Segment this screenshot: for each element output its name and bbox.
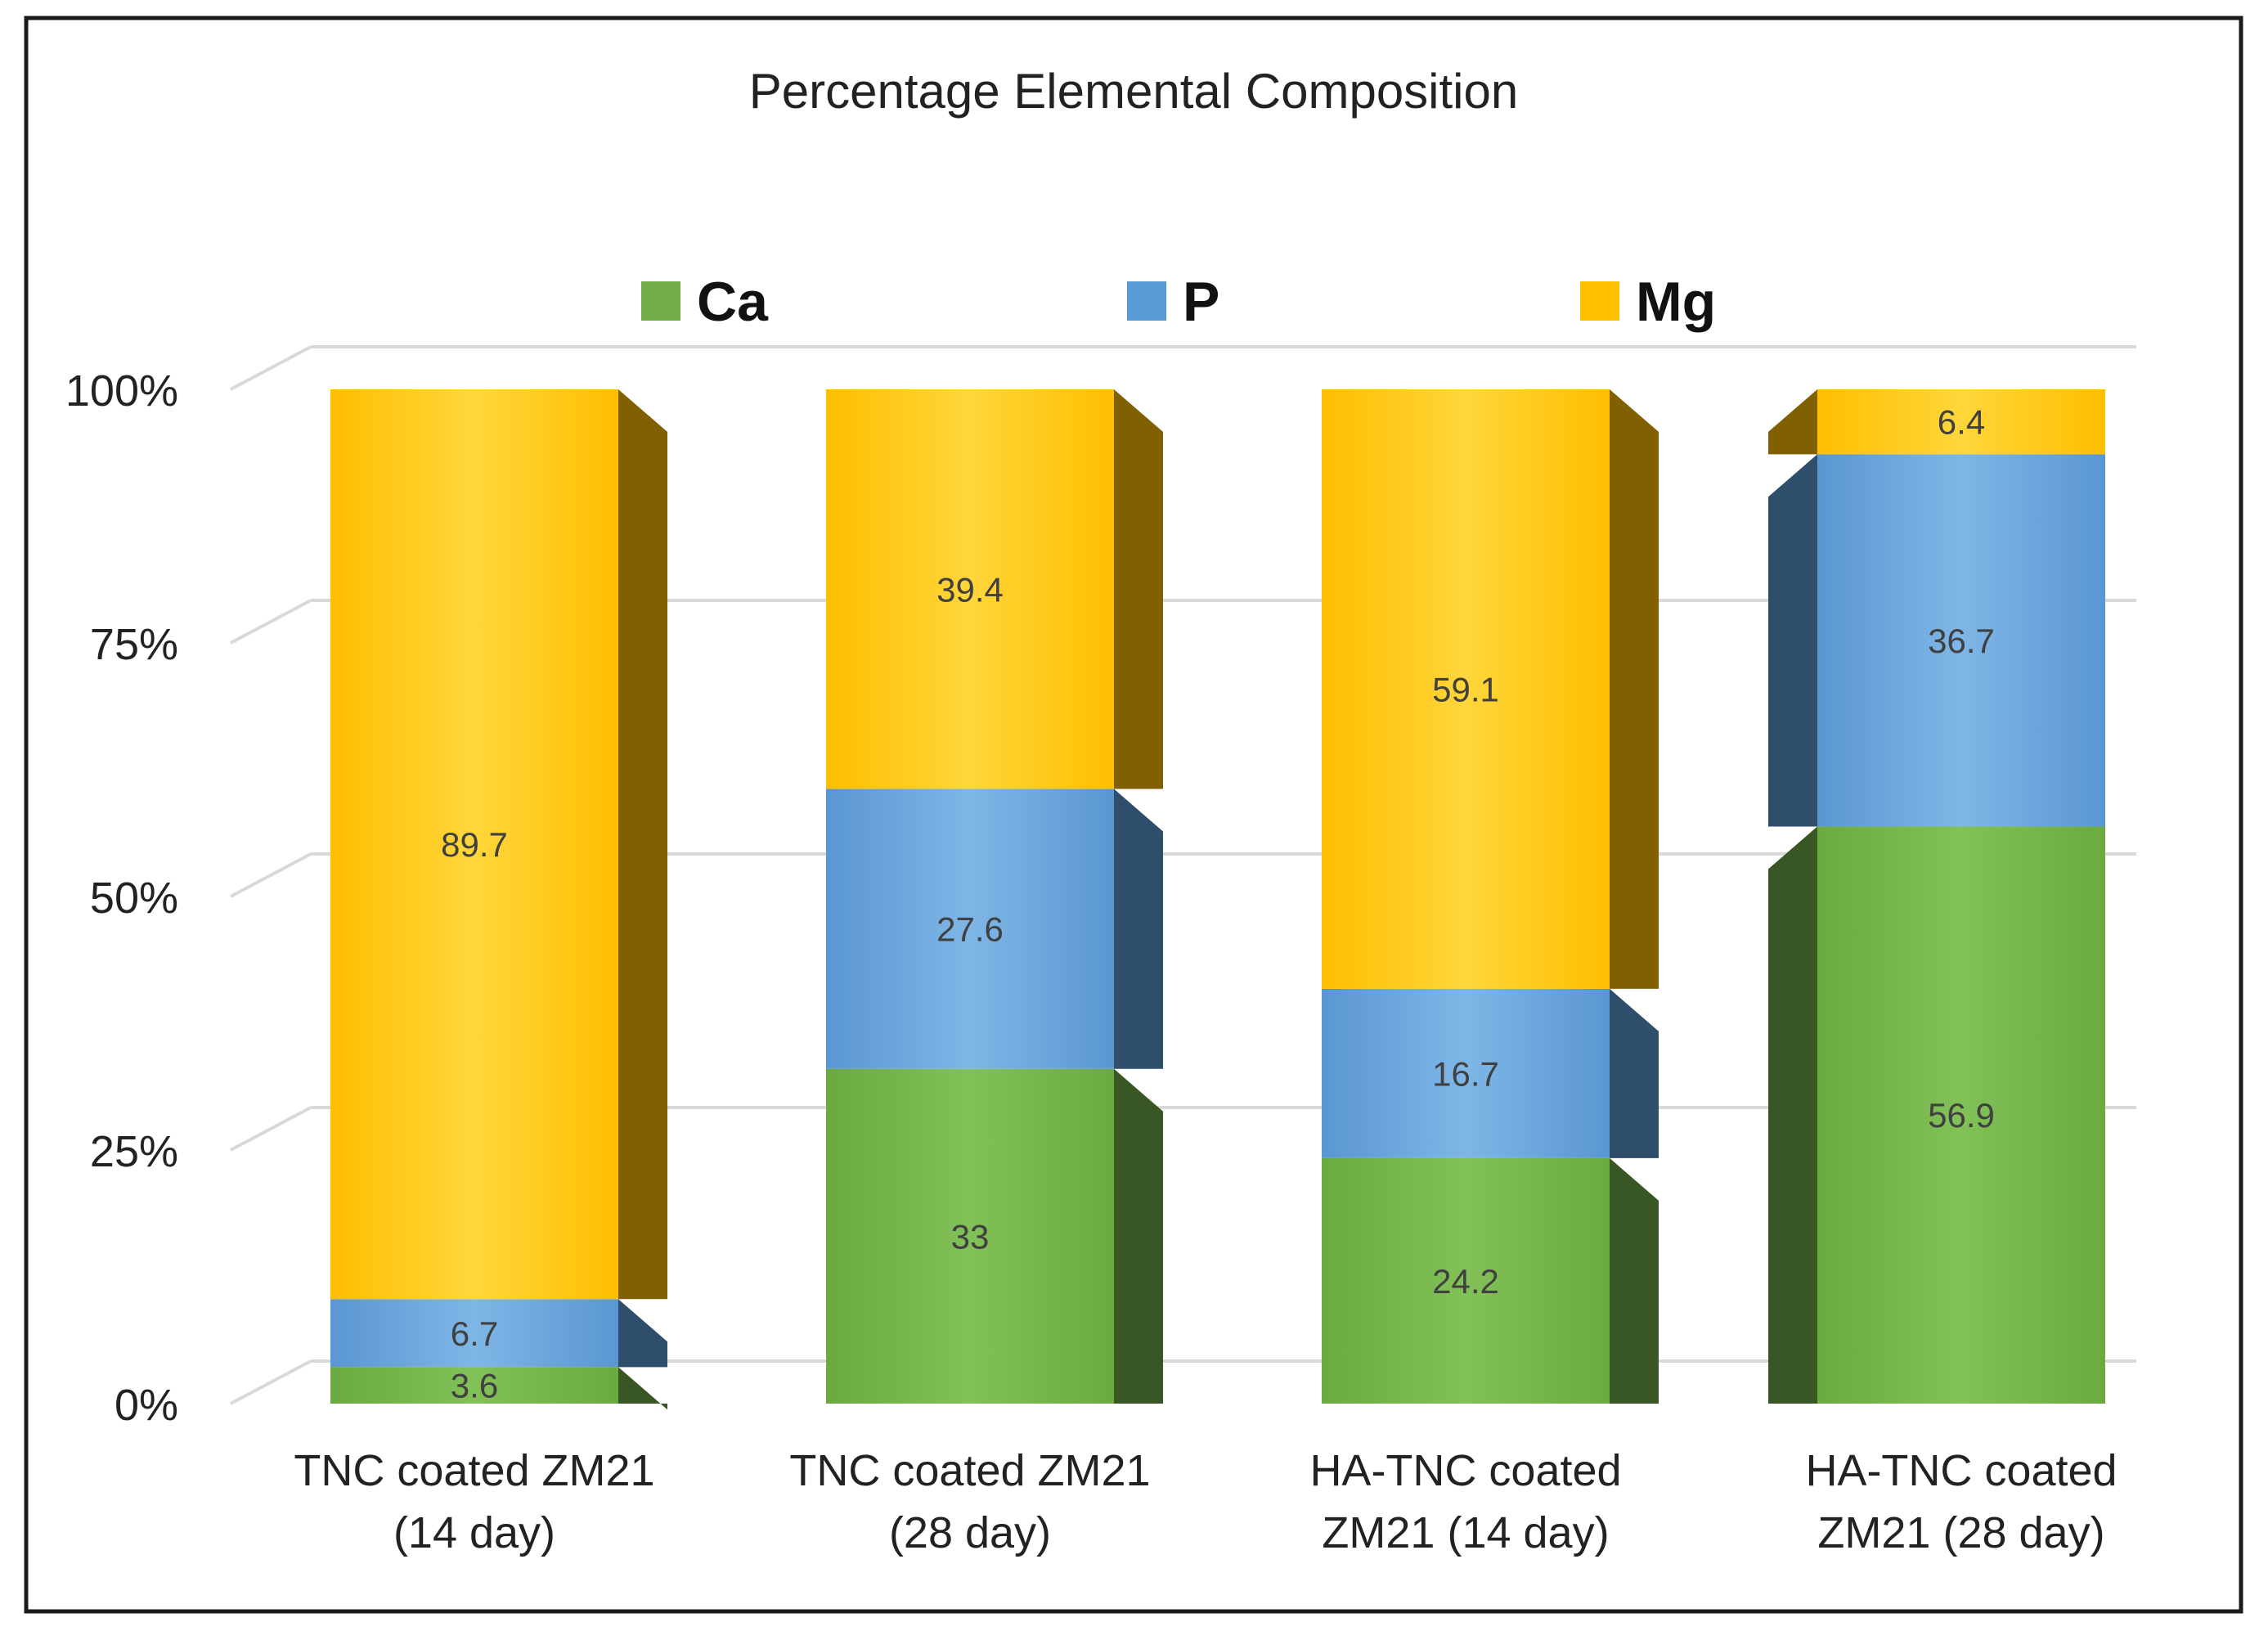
- legend-item-mg: Mg: [1580, 271, 1716, 333]
- data-labels: 3.6 6.7 89.7 33 27.6 39.4 24.2 16.7 59.1 56.9 36.7…: [441, 403, 1995, 1405]
- data-label-ca: 24.2: [1432, 1262, 1499, 1301]
- bar-segment-p: [1322, 988, 1659, 1158]
- x-category-label: ZM21 (14 day): [1322, 1508, 1609, 1557]
- bar-segment-ca: [826, 1068, 1163, 1404]
- bar-segment-p: [330, 1299, 667, 1368]
- legend-label-mg: Mg: [1636, 271, 1716, 333]
- data-label-p: 27.6: [936, 910, 1004, 949]
- data-label-ca: 33: [951, 1217, 990, 1256]
- y-tick-label: 50%: [90, 874, 178, 923]
- data-label-mg: 59.1: [1432, 670, 1499, 708]
- x-category-label: (14 day): [393, 1508, 555, 1557]
- legend-swatch-mg: [1580, 281, 1619, 321]
- data-label-p: 6.7: [451, 1314, 498, 1353]
- legend-item-ca: Ca: [641, 271, 769, 333]
- x-category-label: HA-TNC coated: [1309, 1446, 1621, 1495]
- data-label-mg: 89.7: [441, 825, 508, 864]
- x-category-label: TNC coated ZM21: [294, 1446, 654, 1495]
- x-category-label: TNC coated ZM21: [789, 1446, 1150, 1495]
- legend-swatch-p: [1127, 281, 1166, 321]
- legend-swatch-ca: [641, 281, 680, 321]
- legend-label-ca: Ca: [697, 271, 769, 333]
- x-category-label: ZM21 (28 day): [1817, 1508, 2104, 1557]
- legend-item-p: P: [1127, 271, 1219, 333]
- bar-segment-mg: [1768, 389, 2105, 455]
- bar-segment-p: [826, 789, 1163, 1069]
- bar-segment-mg: [826, 389, 1163, 789]
- data-label-p: 16.7: [1432, 1054, 1499, 1093]
- y-axis: 0% 25% 50% 75% 100%: [65, 366, 178, 1430]
- legend-label-p: P: [1183, 271, 1219, 333]
- gridline: [230, 345, 2136, 391]
- bar-segment-ca: [330, 1367, 667, 1410]
- bar-segment-ca: [1768, 826, 2105, 1404]
- chart-title: Percentage Elemental Composition: [749, 64, 1519, 119]
- data-label-ca: 56.9: [1928, 1096, 1995, 1135]
- bar-segment-ca: [1322, 1157, 1659, 1404]
- data-label-ca: 3.6: [451, 1367, 498, 1405]
- x-axis-labels: TNC coated ZM21 (14 day) TNC coated ZM21 (2…: [294, 1446, 2117, 1557]
- data-label-p: 36.7: [1928, 622, 1995, 660]
- y-tick-label: 100%: [65, 366, 178, 416]
- bars: [330, 389, 2105, 1410]
- data-label-mg: 6.4: [1938, 403, 1985, 442]
- x-category-label: (28 day): [889, 1508, 1051, 1557]
- y-tick-label: 25%: [90, 1127, 178, 1176]
- y-tick-label: 0%: [115, 1381, 178, 1430]
- bar-segment-mg: [1322, 389, 1659, 989]
- x-category-label: HA-TNC coated: [1805, 1446, 2117, 1495]
- bar-segment-p: [1768, 454, 2105, 827]
- data-label-mg: 39.4: [936, 570, 1004, 609]
- legend: Ca P Mg: [641, 271, 1716, 333]
- bar-segment-mg: [330, 389, 667, 1300]
- y-tick-label: 75%: [90, 620, 178, 669]
